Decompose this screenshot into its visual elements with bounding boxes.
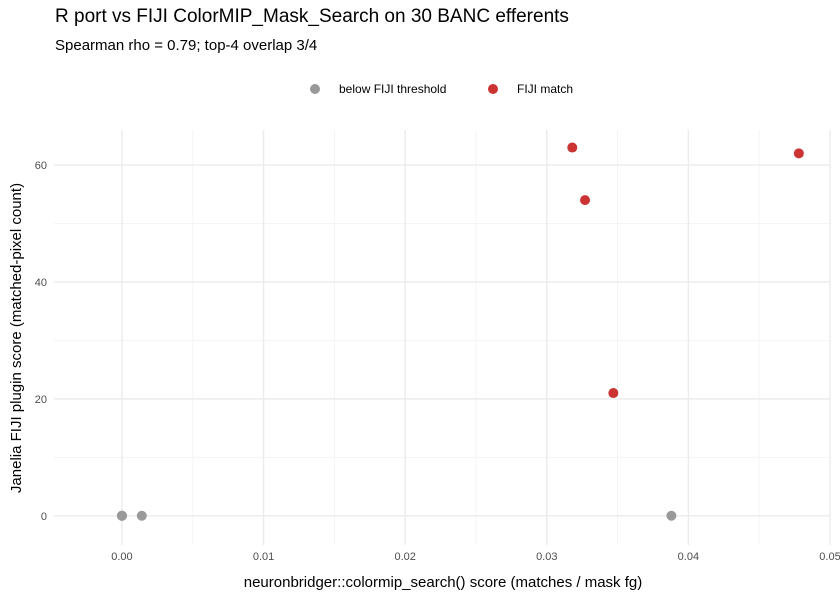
minor-gridlines [54,130,830,545]
y-tick-label: 60 [35,160,47,172]
x-tick-label: 0.02 [394,551,415,563]
legend-key [488,84,498,94]
legend-label: below FIJI threshold [339,82,446,96]
x-tick-label: 0.03 [536,551,557,563]
x-tick-label: 0.04 [678,551,699,563]
y-axis-title: Janelia FIJI plugin score (matched-pixel… [8,183,25,493]
data-point [666,510,677,521]
x-tick-label: 0.00 [111,551,132,563]
data-point [567,142,578,153]
y-axis-ticks: 0 20 40 60 [35,160,47,523]
x-axis-ticks: 0.00 0.01 0.02 0.03 0.04 0.05 [111,551,840,563]
x-tick-label: 0.05 [819,551,840,563]
legend: below FIJI threshold FIJI match [310,82,573,96]
x-tick-label: 0.01 [253,551,274,563]
legend-key [310,84,320,94]
data-points [116,142,804,521]
y-tick-label: 20 [35,394,47,406]
x-axis-title: neuronbridger::colormip_search() score (… [244,574,642,591]
chart-subtitle: Spearman rho = 0.79; top-4 overlap 3/4 [55,37,318,54]
data-point [793,148,804,159]
chart-title: R port vs FIJI ColorMIP_Mask_Search on 3… [55,6,569,27]
data-point [116,510,127,521]
y-tick-label: 0 [41,511,47,523]
y-tick-label: 40 [35,277,47,289]
data-point [608,388,619,399]
major-gridlines [54,130,831,545]
legend-label: FIJI match [517,82,573,96]
data-point [136,510,147,521]
data-point [580,195,591,206]
